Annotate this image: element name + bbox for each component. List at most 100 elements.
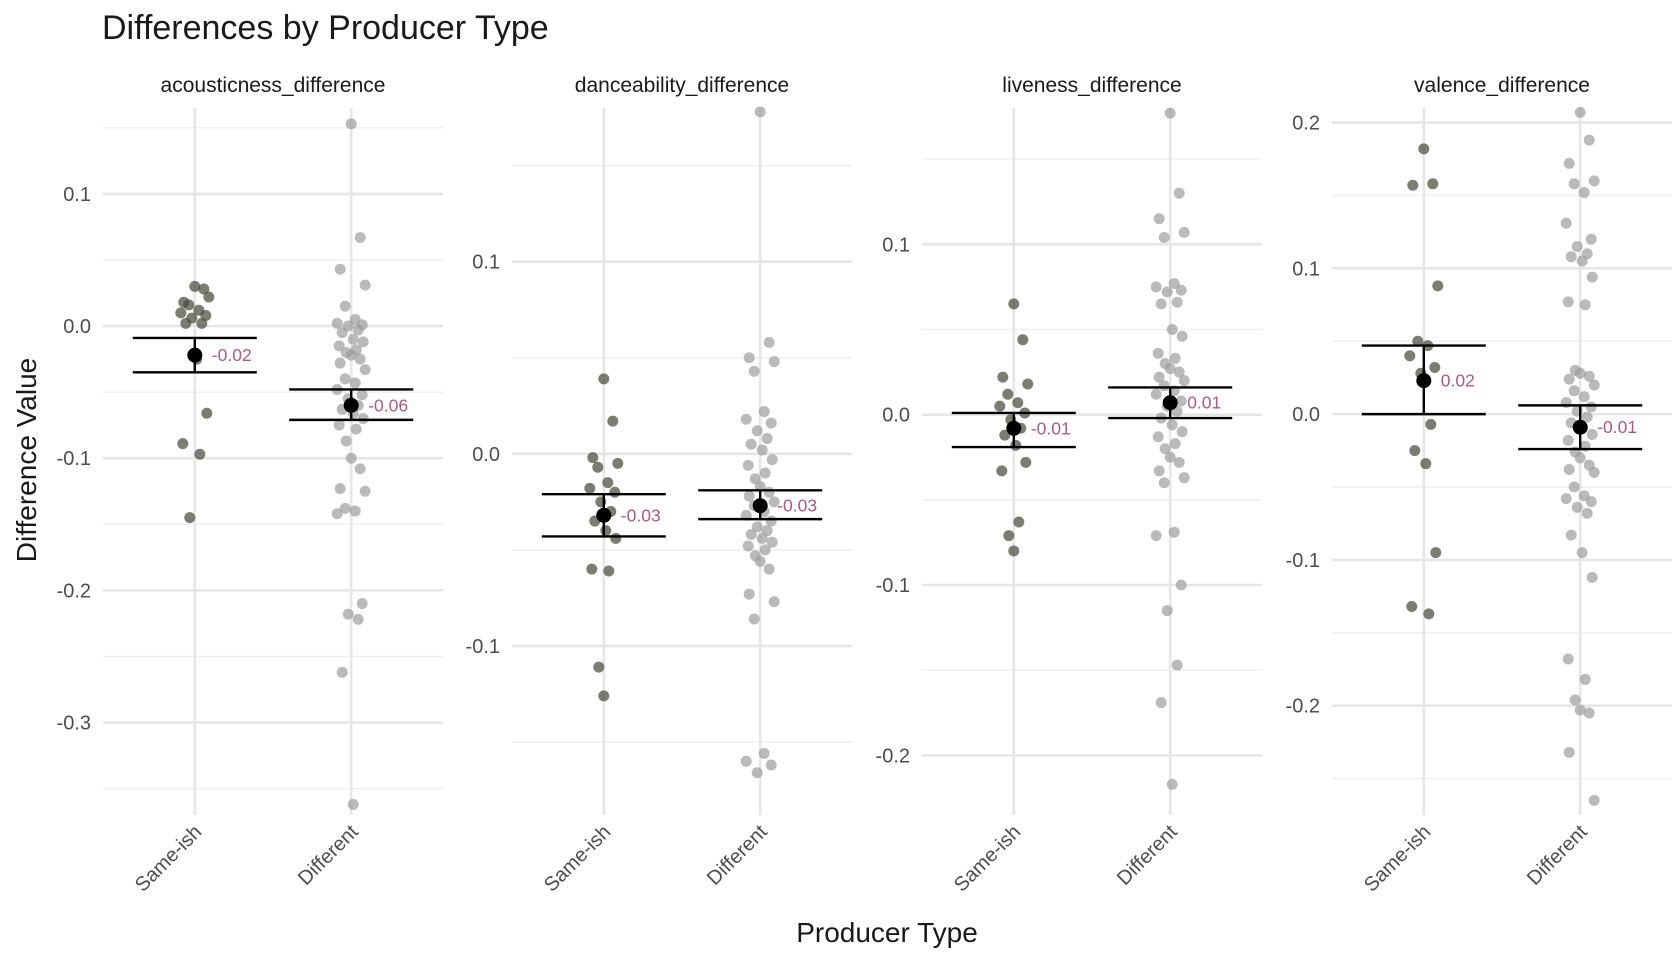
data-point	[743, 588, 755, 600]
y-tick-label: -0.1	[466, 636, 500, 658]
data-point	[349, 505, 361, 517]
mean-label: -0.03	[777, 496, 817, 516]
data-point	[1008, 298, 1020, 310]
data-point	[1578, 391, 1590, 403]
data-point	[600, 525, 612, 537]
mean-label: 0.02	[1441, 371, 1475, 391]
y-tick-label: -0.1	[876, 575, 910, 597]
data-point	[745, 529, 757, 541]
x-tick-label: Different	[1523, 821, 1592, 890]
mean-label: -0.02	[212, 345, 252, 365]
data-point	[1560, 493, 1572, 505]
data-point	[336, 327, 348, 339]
data-point	[763, 336, 775, 348]
data-point	[347, 798, 359, 810]
data-point	[1579, 673, 1591, 685]
data-point	[1586, 571, 1598, 583]
data-point	[754, 555, 766, 567]
data-point	[607, 415, 619, 427]
data-point	[357, 336, 369, 348]
y-tick-label: 0.0	[1292, 404, 1320, 426]
data-point	[1161, 286, 1173, 298]
y-tick-label: 0.0	[63, 316, 91, 338]
data-point	[1169, 352, 1181, 364]
data-point	[1563, 746, 1575, 758]
data-point	[1158, 231, 1170, 243]
data-point	[1013, 516, 1025, 528]
data-point	[203, 291, 215, 303]
data-point	[1164, 363, 1176, 375]
data-point	[183, 299, 195, 311]
data-point	[743, 352, 755, 364]
data-point	[609, 486, 621, 498]
data-point	[349, 377, 361, 389]
data-point	[175, 307, 187, 319]
data-point	[1583, 370, 1595, 382]
data-point	[201, 407, 213, 419]
data-point	[352, 613, 364, 625]
data-point	[340, 435, 352, 447]
data-point	[603, 565, 615, 577]
data-point	[1175, 284, 1187, 296]
data-point	[1578, 187, 1590, 199]
data-point	[1159, 443, 1171, 455]
data-point	[1565, 529, 1577, 541]
y-tick-label: 0.1	[882, 234, 910, 256]
data-point	[331, 508, 343, 520]
data-point	[1568, 178, 1580, 190]
panel-liveness_difference: 0.1 0.0 -0.1 -0.2 liveness_difference -0.01 0.…	[876, 74, 1262, 896]
data-point	[742, 540, 754, 552]
data-point	[1173, 366, 1185, 378]
data-point	[1166, 323, 1178, 335]
data-point	[751, 767, 763, 779]
data-point	[1583, 134, 1595, 146]
data-point	[1565, 251, 1577, 263]
data-point	[765, 515, 777, 527]
y-tick-label: -0.3	[57, 712, 91, 734]
data-point	[751, 425, 763, 437]
x-tick-label: Same-ish	[950, 821, 1025, 896]
mean-point	[1416, 373, 1432, 389]
data-point	[1022, 378, 1034, 390]
data-point	[1166, 778, 1178, 790]
data-point	[1423, 608, 1435, 620]
data-point	[1563, 464, 1575, 476]
data-point	[1412, 335, 1424, 347]
data-point	[339, 373, 351, 385]
data-point	[587, 452, 599, 464]
data-point	[1153, 213, 1165, 225]
data-point	[586, 563, 598, 575]
data-point	[356, 389, 368, 401]
y-tick-label: -0.2	[57, 580, 91, 602]
data-point	[994, 400, 1006, 412]
mean-point	[752, 498, 768, 514]
data-point	[334, 263, 346, 275]
data-point	[1152, 431, 1164, 443]
data-point	[751, 521, 763, 533]
data-point	[354, 353, 366, 365]
data-point	[1563, 157, 1575, 169]
data-point	[1012, 397, 1024, 409]
data-point	[1571, 240, 1583, 252]
data-point	[997, 371, 1009, 383]
data-point	[1158, 380, 1170, 392]
data-point	[768, 356, 780, 368]
panel-danceability_difference: 0.1 0.0 -0.1 danceability_difference -0.03 -0…	[466, 74, 852, 896]
data-point	[1588, 794, 1600, 806]
data-point	[1168, 526, 1180, 538]
mean-label: -0.01	[1597, 417, 1637, 437]
data-point	[1569, 694, 1581, 706]
data-point	[1588, 466, 1600, 478]
x-tick-label: Different	[294, 821, 363, 890]
data-point	[1150, 281, 1162, 293]
data-point	[1169, 438, 1181, 450]
data-point	[610, 532, 622, 544]
data-point	[1178, 226, 1190, 238]
data-point	[759, 467, 771, 479]
y-tick-label: -0.1	[1286, 550, 1320, 572]
data-point	[1585, 233, 1597, 245]
data-point	[1406, 601, 1418, 613]
data-point	[1583, 707, 1595, 719]
data-point	[1562, 434, 1574, 446]
